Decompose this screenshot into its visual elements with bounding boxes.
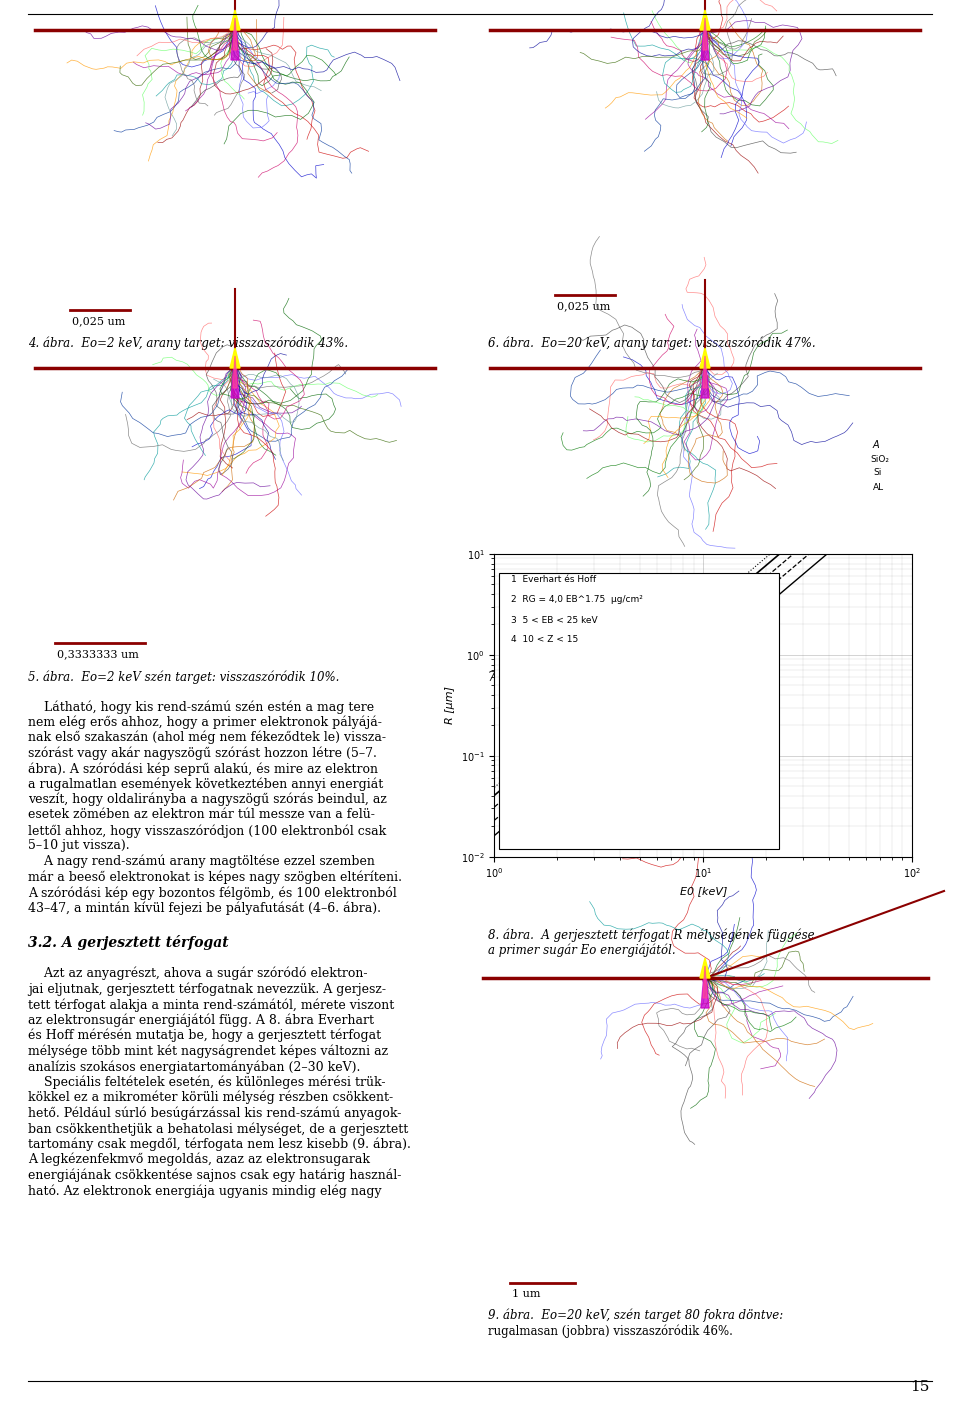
Polygon shape <box>230 348 240 368</box>
Text: A legkézenfekmvő megoldás, azaz az elektronsugarak: A legkézenfekmvő megoldás, azaz az elekt… <box>28 1153 370 1167</box>
Polygon shape <box>231 15 239 61</box>
Text: nak első szakaszán (ahol még nem fékeződtek le) vissza-: nak első szakaszán (ahol még nem fékeződ… <box>28 731 386 744</box>
Text: A szóródási kép egy bozontos félgömb, és 100 elektronból: A szóródási kép egy bozontos félgömb, és… <box>28 886 396 899</box>
Text: lettől ahhoz, hogy visszaszóródjon (100 elektronból csak: lettől ahhoz, hogy visszaszóródjon (100 … <box>28 824 386 837</box>
Text: A: A <box>873 440 879 451</box>
Text: SiO₂: SiO₂ <box>870 455 889 464</box>
Polygon shape <box>231 354 239 397</box>
Text: ábra). A szóródási kép seprű alakú, és mire az elektron: ábra). A szóródási kép seprű alakú, és m… <box>28 762 378 775</box>
Text: szórást vagy akár nagyszögű szórást hozzon létre (5–7.: szórást vagy akár nagyszögű szórást hozz… <box>28 747 377 759</box>
Text: 3  5 < EB < 25 keV: 3 5 < EB < 25 keV <box>511 616 597 624</box>
Text: 6. ábra.  Eo=20 keV, arany target: visszaszóródik 47%.: 6. ábra. Eo=20 keV, arany target: vissza… <box>488 335 816 349</box>
Text: hető. Például súrló besúgárzással kis rend-számú anyagok-: hető. Például súrló besúgárzással kis re… <box>28 1106 401 1120</box>
Polygon shape <box>233 356 237 387</box>
Polygon shape <box>700 348 710 368</box>
Text: a rugalmatlan események következtében annyi energiát: a rugalmatlan események következtében an… <box>28 778 383 790</box>
Text: tartomány csak megdől, térfogata nem lesz kisebb (9. ábra).: tartomány csak megdől, térfogata nem les… <box>28 1137 411 1151</box>
Text: kökkel ez a mikrométer körüli mélység részben csökkent-: kökkel ez a mikrométer körüli mélység ré… <box>28 1091 394 1105</box>
Polygon shape <box>700 10 710 30</box>
Text: nem elég erős ahhoz, hogy a primer elektronok pályájá-: nem elég erős ahhoz, hogy a primer elekt… <box>28 716 382 728</box>
Polygon shape <box>703 18 707 49</box>
Polygon shape <box>700 958 710 978</box>
Text: 0,025 um: 0,025 um <box>557 302 611 311</box>
Text: 43–47, a mintán kívül fejezi be pályafutását (4–6. ábra).: 43–47, a mintán kívül fejezi be pályafut… <box>28 902 381 914</box>
FancyBboxPatch shape <box>499 572 779 848</box>
Polygon shape <box>701 354 709 397</box>
Polygon shape <box>701 15 709 61</box>
Text: Azt az anyagrészt, ahova a sugár szóródó elektron-: Azt az anyagrészt, ahova a sugár szóródó… <box>28 967 368 981</box>
Text: 5–10 jut vissza).: 5–10 jut vissza). <box>28 840 130 852</box>
Text: 1 um: 1 um <box>572 634 601 644</box>
Text: A nagy rend-számú arany magtöltése ezzel szemben: A nagy rend-számú arany magtöltése ezzel… <box>28 855 374 868</box>
Text: 1 um: 1 um <box>512 1289 540 1299</box>
Text: 1  Everhart és Hoff: 1 Everhart és Hoff <box>511 575 596 585</box>
Text: 7. ábra.  Eo=20 keV, szén target: visszaszóródik 5%.: 7. ábra. Eo=20 keV, szén target: visszas… <box>488 671 802 683</box>
Text: Látható, hogy kis rend-számú szén estén a mag tere: Látható, hogy kis rend-számú szén estén … <box>28 700 374 713</box>
Text: 4. ábra.  Eo=2 keV, arany target: visszaszóródik 43%.: 4. ábra. Eo=2 keV, arany target: visszas… <box>28 335 348 349</box>
Polygon shape <box>701 962 709 1007</box>
X-axis label: E0 [keV]: E0 [keV] <box>680 886 727 896</box>
Text: energiájának csökkentése sajnos csak egy határig használ-: energiájának csökkentése sajnos csak egy… <box>28 1168 401 1182</box>
Text: mélysége több mint két nagyságrendet képes változni az: mélysége több mint két nagyságrendet kép… <box>28 1044 388 1058</box>
Polygon shape <box>230 10 240 30</box>
Polygon shape <box>703 356 707 387</box>
Text: esetek zömében az elektron már túl messze van a felü-: esetek zömében az elektron már túl messz… <box>28 809 374 821</box>
Text: ban csökkenthetjük a behatolasi mélységet, de a gerjesztett: ban csökkenthetjük a behatolasi mélysége… <box>28 1122 408 1136</box>
Text: 0,025 um: 0,025 um <box>72 316 126 325</box>
Text: ható. Az elektronok energiája ugyanis mindig elég nagy: ható. Az elektronok energiája ugyanis mi… <box>28 1184 382 1198</box>
Text: jai eljutnak, gerjesztett térfogatnak nevezzük. A gerjesz-: jai eljutnak, gerjesztett térfogatnak ne… <box>28 982 386 996</box>
Text: 3.2. A gerjesztett térfogat: 3.2. A gerjesztett térfogat <box>28 936 228 950</box>
Text: veszít, hogy oldalirányba a nagyszögű szórás beindul, az: veszít, hogy oldalirányba a nagyszögű sz… <box>28 793 387 806</box>
Text: AL: AL <box>873 483 884 492</box>
Text: már a beeső elektronokat is képes nagy szögben eltéríteni.: már a beeső elektronokat is képes nagy s… <box>28 871 402 883</box>
Text: Si: Si <box>873 468 881 478</box>
Text: analízis szokásos energiatartományában (2–30 keV).: analízis szokásos energiatartományában (… <box>28 1060 360 1074</box>
Polygon shape <box>703 967 707 998</box>
Polygon shape <box>233 18 237 49</box>
Text: az elektronsugár energiájától függ. A 8. ábra Everhart: az elektronsugár energiájától függ. A 8.… <box>28 1013 374 1027</box>
Text: 5. ábra.  Eo=2 keV szén target: visszaszóródik 10%.: 5. ábra. Eo=2 keV szén target: visszaszó… <box>28 671 340 683</box>
Y-axis label: R [μm]: R [μm] <box>445 686 455 724</box>
Text: Speciális feltételek esetén, és különleges mérési trük-: Speciális feltételek esetén, és különleg… <box>28 1075 386 1089</box>
Text: 4  10 < Z < 15: 4 10 < Z < 15 <box>511 635 578 644</box>
Text: rugalmasan (jobbra) visszaszóródik 46%.: rugalmasan (jobbra) visszaszóródik 46%. <box>488 1324 732 1337</box>
Text: és Hoff mérésén mutatja be, hogy a gerjesztett térfogat: és Hoff mérésén mutatja be, hogy a gerje… <box>28 1029 381 1043</box>
Text: tett térfogat alakja a minta rend-számától, mérete viszont: tett térfogat alakja a minta rend-számát… <box>28 998 395 1012</box>
Text: 9. ábra.  Eo=20 keV, szén target 80 fokra döntve:: 9. ábra. Eo=20 keV, szén target 80 fokra… <box>488 1308 783 1322</box>
Text: 0,3333333 um: 0,3333333 um <box>57 650 139 659</box>
Text: 15: 15 <box>910 1379 929 1394</box>
Text: 2  RG = 4,0 EB^1.75  μg/cm²: 2 RG = 4,0 EB^1.75 μg/cm² <box>511 595 643 604</box>
Text: 8. ábra.  A gerjesztett térfogat R mélységének függése
a primer sugár Eo energiá: 8. ábra. A gerjesztett térfogat R mélysé… <box>488 929 815 957</box>
